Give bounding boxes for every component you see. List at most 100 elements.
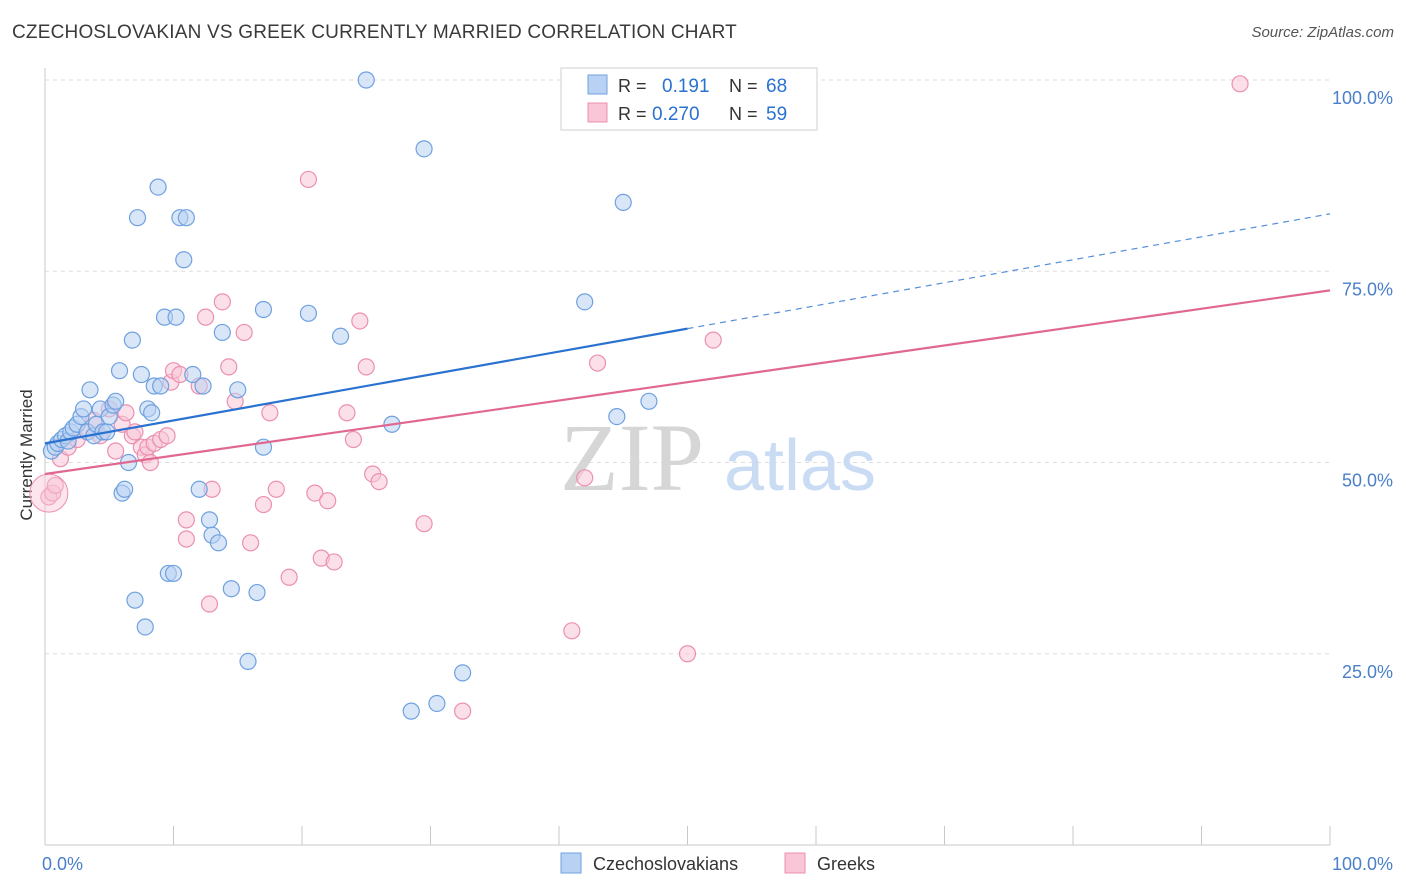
data-point-greeks: [357, 358, 375, 376]
data-point-czechoslovakians: [428, 694, 446, 713]
data-point-czechoslovakians: [126, 591, 144, 609]
stats-r-label-blue: R =: [618, 76, 647, 96]
data-point-greeks: [338, 404, 356, 422]
data-point-greeks: [261, 404, 279, 422]
data-point-greeks: [200, 595, 219, 613]
data-point-greeks: [588, 354, 607, 372]
stats-legend-swatch-pink: [587, 102, 608, 123]
data-point-czechoslovakians: [248, 583, 266, 602]
data-point-czechoslovakians: [209, 534, 228, 552]
data-point-greeks: [325, 553, 343, 571]
data-point-greeks: [678, 645, 697, 663]
data-point-czechoslovakians: [132, 365, 150, 384]
stats-n-value-pink: 59: [766, 104, 787, 125]
data-point-czechoslovakians: [175, 251, 193, 269]
data-point-czechoslovakians: [357, 71, 375, 89]
stats-r-label-pink: R =: [618, 104, 647, 124]
data-point-czechoslovakians: [222, 580, 240, 598]
data-point-greeks: [370, 473, 388, 491]
stats-legend-swatch-blue: [587, 74, 608, 95]
data-point-czechoslovakians: [254, 300, 273, 319]
data-point-greeks: [267, 480, 285, 498]
data-point-greeks: [29, 473, 69, 513]
data-point-czechoslovakians: [128, 209, 147, 227]
data-point-greeks: [576, 469, 594, 487]
data-point-greeks: [107, 442, 125, 460]
y-tick-label: 25.0%: [1342, 662, 1393, 682]
data-point-czechoslovakians: [454, 664, 472, 682]
data-point-czechoslovakians: [640, 392, 658, 410]
stats-legend: R = 0.191 N = 68 R = 0.270 N = 59: [560, 67, 818, 131]
y-tick-label: 50.0%: [1342, 471, 1393, 491]
data-point-czechoslovakians: [576, 293, 594, 311]
data-point-greeks: [235, 323, 253, 342]
data-point-greeks: [117, 404, 135, 422]
data-point-greeks: [177, 511, 195, 529]
trend-lines: [44, 213, 1331, 476]
data-point-czechoslovakians: [194, 377, 212, 395]
data-point-czechoslovakians: [152, 377, 170, 395]
data-point-czechoslovakians: [143, 404, 161, 422]
series-czechoslovakians: [42, 71, 703, 720]
data-point-greeks: [344, 430, 362, 449]
data-point-greeks: [46, 476, 64, 495]
data-point-greeks: [563, 622, 581, 640]
data-point-czechoslovakians: [614, 193, 632, 211]
chart-title: CZECHOSLOVAKIAN VS GREEK CURRENTLY MARRI…: [12, 22, 737, 43]
data-point-greeks: [1231, 75, 1249, 93]
source-label: Source: ZipAtlas.com: [1251, 24, 1394, 41]
series-legend: Czechoslovakians Greeks: [560, 852, 875, 874]
data-point-czechoslovakians: [110, 362, 129, 380]
legend-label-czechoslovakians: Czechoslovakians: [593, 854, 738, 874]
series-greeks: [29, 75, 1249, 720]
x-tick-label: 0.0%: [42, 854, 83, 874]
trend-line-czechoslovakians-extension: [687, 213, 1331, 330]
data-point-greeks: [280, 568, 298, 586]
stats-r-value-pink: 0.270: [652, 104, 700, 125]
data-point-czechoslovakians: [200, 511, 219, 529]
y-tick-label: 75.0%: [1342, 279, 1393, 299]
data-point-greeks: [213, 293, 231, 311]
data-point-czechoslovakians: [177, 209, 195, 227]
data-point-greeks: [177, 530, 195, 548]
stats-r-value-blue: 0.191: [662, 76, 710, 97]
data-point-czechoslovakians: [213, 323, 231, 342]
data-point-czechoslovakians: [239, 652, 257, 671]
data-point-greeks: [351, 312, 369, 330]
data-point-czechoslovakians: [107, 392, 125, 410]
data-point-czechoslovakians: [167, 308, 185, 326]
data-point-greeks: [415, 515, 433, 533]
y-tick-label: 100.0%: [1332, 88, 1393, 108]
data-point-greeks: [158, 427, 176, 445]
watermark: ZIP atlas: [560, 404, 876, 511]
trend-line-czechoslovakians: [44, 327, 688, 445]
data-point-czechoslovakians: [116, 480, 134, 498]
legend-swatch-czechoslovakians: [560, 852, 582, 874]
data-point-greeks: [242, 534, 260, 552]
data-point-czechoslovakians: [190, 480, 208, 498]
data-point-greeks: [704, 331, 722, 349]
data-point-czechoslovakians: [608, 408, 626, 426]
data-point-czechoslovakians: [164, 564, 183, 583]
trend-line-greeks: [44, 289, 1331, 476]
data-point-greeks: [254, 495, 273, 514]
y-axis-label: Currently Married: [17, 389, 36, 520]
data-point-czechoslovakians: [402, 702, 420, 720]
data-point-czechoslovakians: [331, 327, 350, 345]
gridlines: [45, 79, 1330, 655]
stats-n-label-pink: N =: [729, 104, 758, 124]
data-point-czechoslovakians: [74, 400, 93, 418]
data-point-czechoslovakians: [81, 381, 99, 399]
legend-label-greeks: Greeks: [817, 854, 875, 874]
x-tick-label: 100.0%: [1332, 854, 1393, 874]
data-point-czechoslovakians: [229, 381, 247, 399]
legend-swatch-greeks: [784, 852, 806, 874]
data-point-czechoslovakians: [149, 178, 167, 196]
data-point-czechoslovakians: [184, 365, 202, 384]
data-point-greeks: [319, 492, 337, 510]
data-point-czechoslovakians: [415, 140, 433, 158]
data-point-greeks: [306, 484, 324, 502]
data-point-czechoslovakians: [299, 304, 318, 322]
data-point-greeks: [197, 308, 215, 326]
